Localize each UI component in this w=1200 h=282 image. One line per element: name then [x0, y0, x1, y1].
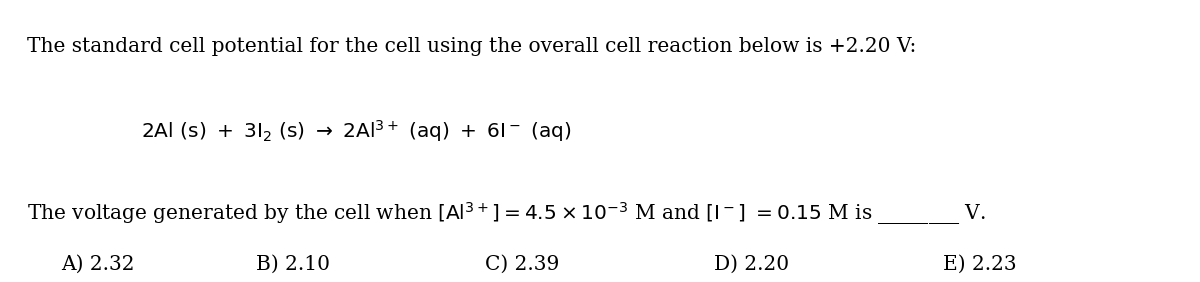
- Text: $\mathrm{2Al\ (s)\ +\ 3I_2\ (s)\ \rightarrow \ 2Al^{3+}\ (aq)\ +\ 6I^-\ (aq)}$: $\mathrm{2Al\ (s)\ +\ 3I_2\ (s)\ \righta…: [142, 118, 571, 144]
- Text: A) 2.32: A) 2.32: [61, 254, 134, 274]
- Text: B) 2.10: B) 2.10: [256, 254, 330, 274]
- Text: C) 2.39: C) 2.39: [485, 254, 559, 274]
- Text: The voltage generated by the cell when $\mathrm{[Al^{3+}]}$$= 4.5 \times 10^{-3}: The voltage generated by the cell when $…: [28, 200, 985, 227]
- Text: D) 2.20: D) 2.20: [714, 254, 788, 274]
- Text: E) 2.23: E) 2.23: [942, 254, 1016, 274]
- Text: The standard cell potential for the cell using the overall cell reaction below i: The standard cell potential for the cell…: [28, 37, 917, 56]
